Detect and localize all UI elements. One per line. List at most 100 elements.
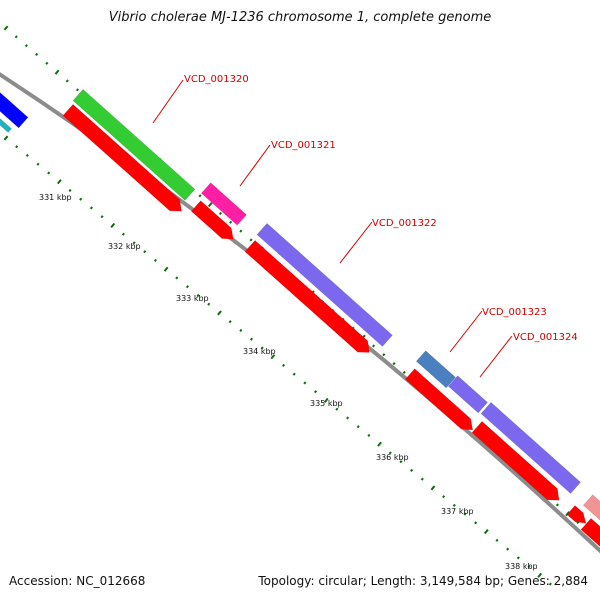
outer-tick-mark — [207, 202, 213, 208]
feature-layer — [0, 88, 600, 547]
inner-tick-mark — [57, 179, 62, 185]
tick-label: 333 kbp — [176, 294, 209, 303]
tick-label: 336 kbp — [376, 453, 409, 462]
gene-label-vcd-001323: VCD_001323 — [482, 307, 547, 318]
inner-tick-mark — [132, 241, 136, 245]
outer-tick-mark — [3, 25, 9, 31]
inner-tick-mark — [442, 495, 446, 499]
outer-tick-mark — [392, 362, 396, 366]
purple-gene-bar — [256, 222, 393, 347]
cds-arrow — [566, 505, 587, 524]
inner-tick-mark — [100, 215, 104, 219]
inner-tick-mark — [314, 390, 318, 394]
tick-label: 332 kbp — [108, 242, 141, 251]
magenta-gene-bar — [200, 182, 247, 226]
cds-arrow — [62, 103, 182, 212]
inner-tick-mark — [121, 232, 125, 236]
inner-tick-mark — [527, 565, 531, 569]
tick-label: 337 kbp — [441, 507, 474, 516]
inner-tick-mark — [303, 381, 307, 385]
label-leader-vcd-001322 — [339, 221, 373, 264]
inner-tick-mark — [356, 425, 360, 429]
tick-label: 338 kbp — [505, 562, 538, 571]
inner-tick-mark — [463, 512, 467, 516]
inner-tick-mark — [143, 250, 147, 254]
purple-gene-bar — [480, 401, 581, 494]
outer-tick-mark — [35, 52, 39, 57]
accession-text: Accession: NC_012668 — [9, 574, 146, 588]
inner-tick-mark — [346, 416, 350, 420]
map-title: Vibrio cholerae MJ-1236 chromosome 1, co… — [108, 10, 492, 25]
inner-tick-mark — [228, 320, 232, 324]
inner-tick-mark — [506, 547, 510, 551]
inner-tick-mark — [249, 337, 254, 341]
inner-tick-mark — [495, 538, 499, 542]
inner-tick-mark — [207, 302, 211, 306]
outer-tick-mark — [565, 511, 570, 517]
inner-tick-mark — [292, 372, 296, 376]
inner-tick-mark — [430, 485, 436, 491]
inner-tick-mark — [537, 572, 543, 578]
inner-tick-mark — [153, 258, 157, 263]
outer-tick-mark — [249, 238, 253, 242]
outer-tick-mark — [218, 211, 222, 216]
inner-tick-mark — [110, 222, 116, 229]
label-leader-vcd-001321 — [239, 144, 271, 187]
inner-tick-mark — [452, 503, 456, 507]
outer-tick-mark — [198, 194, 202, 198]
outer-tick-mark — [65, 79, 69, 83]
inner-tick-mark — [163, 266, 169, 272]
inner-tick-mark — [388, 451, 392, 455]
inner-tick-mark — [399, 460, 403, 464]
outer-tick-mark — [54, 69, 60, 75]
pink-gene-bar — [582, 494, 600, 521]
outer-tick-mark — [555, 503, 559, 507]
inner-tick-mark — [483, 529, 489, 535]
tick-label: 331 kbp — [39, 193, 72, 202]
purple-gene-bar — [447, 375, 488, 414]
inner-tick-mark — [516, 556, 520, 560]
gene-label-vcd-001320: VCD_001320 — [184, 74, 249, 85]
gene-label-vcd-001324: VCD_001324 — [513, 332, 578, 343]
inner-tick-mark — [335, 407, 339, 411]
outer-tick-mark — [24, 44, 28, 48]
inner-tick-mark — [377, 441, 382, 447]
outer-tick-mark — [14, 35, 18, 39]
inner-tick-mark — [474, 521, 478, 525]
outer-tick-mark — [229, 220, 233, 224]
inner-tick-mark — [47, 171, 51, 175]
inner-tick-mark — [260, 346, 264, 350]
outer-tick-mark — [45, 61, 49, 65]
inner-tick-mark — [79, 197, 83, 201]
inner-tick-mark — [3, 135, 9, 141]
cyan-feature-bar — [0, 118, 12, 133]
label-leader-vcd-001324 — [479, 335, 513, 378]
inner-tick-mark — [196, 293, 200, 298]
inner-tick-mark — [323, 397, 329, 403]
outer-tick-mark — [372, 344, 376, 348]
inner-tick-mark — [25, 153, 29, 158]
genome-summary-text: Topology: circular; Length: 3,149,584 bp… — [258, 574, 588, 588]
inner-tick-dots — [3, 135, 552, 586]
label-lines — [152, 79, 513, 378]
inner-tick-mark — [15, 145, 19, 149]
inner-tick-mark — [270, 354, 276, 360]
tick-label: 334 kbp — [243, 347, 276, 356]
green-gene-bar — [72, 88, 196, 201]
inner-tick-mark — [36, 162, 40, 166]
outer-tick-mark — [382, 353, 386, 357]
inner-tick-mark — [548, 582, 552, 586]
gene-label-vcd-001322: VCD_001322 — [372, 218, 437, 229]
outer-tick-mark — [75, 88, 80, 92]
cds-arrow — [190, 200, 234, 240]
inner-tick-mark — [175, 276, 179, 280]
outer-tick-mark — [402, 370, 406, 374]
label-leader-vcd-001320 — [152, 79, 184, 124]
inner-tick-mark — [89, 206, 93, 210]
blue-feature-bar — [0, 92, 29, 129]
cds-arrow — [580, 517, 600, 547]
cds-arrow — [404, 368, 474, 431]
inner-tick-mark — [367, 433, 371, 437]
cds-arrow — [471, 420, 560, 501]
outer-tick-mark — [239, 229, 243, 233]
